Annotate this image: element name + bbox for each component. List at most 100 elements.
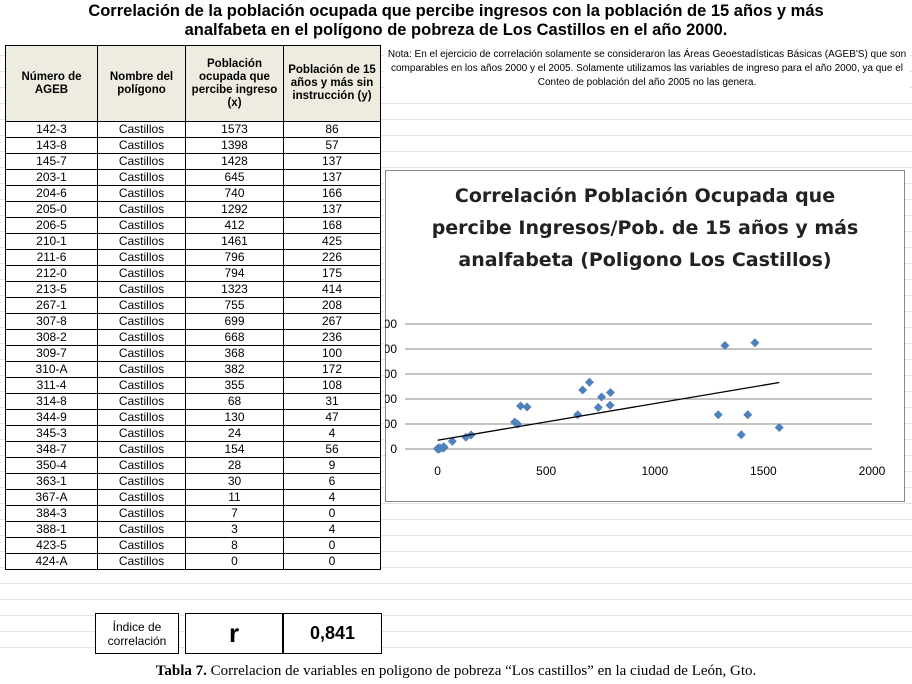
table-cell: 100 — [283, 345, 381, 362]
table-cell: Castillos — [97, 537, 186, 554]
table-cell: 137 — [283, 153, 381, 170]
table-cell: 4 — [283, 489, 381, 506]
table-cell: 267 — [283, 313, 381, 330]
table-cell: Castillos — [97, 361, 186, 378]
table-cell: 137 — [283, 169, 381, 186]
table-cell: 213-5 — [5, 281, 98, 298]
table-cell: 0 — [283, 537, 381, 554]
table-cell: 384-3 — [5, 505, 98, 522]
y-tick-label: 300 — [385, 367, 397, 381]
table-cell: 1428 — [185, 153, 284, 170]
table-row: 204-6 Castillos 740 166 — [5, 185, 381, 202]
table-cell: 6 — [283, 473, 381, 490]
column-header: Número de AGEB — [5, 45, 98, 122]
table-row: 388-1 Castillos 3 4 — [5, 521, 381, 538]
data-point — [736, 430, 746, 440]
table-cell: 108 — [283, 377, 381, 394]
table-cell: 1461 — [185, 233, 284, 250]
table-cell: 86 — [283, 121, 381, 138]
table-row: 307-8 Castillos 699 267 — [5, 313, 381, 330]
table-cell: 367-A — [5, 489, 98, 506]
table-cell: Castillos — [97, 265, 186, 282]
table-row: 205-0 Castillos 1292 137 — [5, 201, 381, 218]
table-cell: 154 — [185, 441, 284, 458]
table-cell: 47 — [283, 409, 381, 426]
table-row: 384-3 Castillos 7 0 — [5, 505, 381, 522]
data-point — [713, 410, 723, 420]
table-cell: 30 — [185, 473, 284, 490]
table-cell: 348-7 — [5, 441, 98, 458]
table-row: 206-5 Castillos 412 168 — [5, 217, 381, 234]
y-tick-label: 500 — [385, 317, 397, 331]
table-cell: 172 — [283, 361, 381, 378]
footer-symbol: r — [185, 613, 283, 654]
data-point — [593, 403, 603, 412]
table-cell: 142-3 — [5, 121, 98, 138]
table-cell: Castillos — [97, 473, 186, 490]
title: Correlación de la población ocupada que … — [88, 2, 824, 20]
chart-title: Correlación Población Ocupada que percib… — [431, 185, 859, 271]
data-point — [516, 401, 526, 411]
caption-label: Tabla 7. — [155, 663, 207, 679]
x-tick-label: 1000 — [641, 464, 668, 478]
table-cell: 344-9 — [5, 409, 98, 426]
data-point — [597, 392, 607, 402]
table-cell: 168 — [283, 217, 381, 234]
caption: Tabla 7. Correlacion de variables en pol… — [0, 663, 912, 680]
table-cell: Castillos — [97, 153, 186, 170]
table-cell: Castillos — [97, 121, 186, 138]
data-point — [584, 377, 594, 387]
table-cell: 8 — [185, 537, 284, 554]
table-cell: 0 — [283, 505, 381, 522]
data-point — [510, 417, 520, 427]
table-cell: 350-4 — [5, 457, 98, 474]
x-tick-label: 2000 — [859, 464, 886, 478]
table-cell: 226 — [283, 249, 381, 266]
column-header: Población de 15 años y más sin instrucci… — [283, 45, 381, 122]
table-row: 424-A Castillos 0 0 — [5, 553, 381, 570]
table-cell: Castillos — [97, 489, 186, 506]
table-cell: Castillos — [97, 393, 186, 410]
table-cell: 668 — [185, 329, 284, 346]
note: Nota: En el ejercicio de correlación sol… — [384, 48, 910, 90]
table-row: 311-4 Castillos 355 108 — [5, 377, 381, 394]
footer-label: Índice de correlación — [95, 613, 179, 654]
table-cell: 424-A — [5, 553, 98, 570]
x-tick-label: 500 — [536, 464, 556, 478]
table-cell: 211-6 — [5, 249, 98, 266]
table-cell: 68 — [185, 393, 284, 410]
table-row: 203-1 Castillos 645 137 — [5, 169, 381, 186]
table-cell: 699 — [185, 313, 284, 330]
table-cell: 1323 — [185, 281, 284, 298]
table-row: 145-7 Castillos 1428 137 — [5, 153, 381, 170]
trendline — [437, 381, 780, 441]
x-tick-label: 0 — [434, 464, 441, 478]
table-cell: 145-7 — [5, 153, 98, 170]
table-cell: Castillos — [97, 553, 186, 570]
table-row: 348-7 Castillos 154 56 — [5, 441, 381, 458]
chart-frame — [385, 170, 905, 502]
table-cell: Castillos — [97, 425, 186, 442]
table-cell: 175 — [283, 265, 381, 282]
table-cell: 382 — [185, 361, 284, 378]
table-cell: Castillos — [97, 249, 186, 266]
table-cell: 310-A — [5, 361, 98, 378]
table-cell: 31 — [283, 393, 381, 410]
footer-value: 0,841 — [283, 613, 382, 654]
caption-text: Correlacion de variables en poligono de … — [210, 663, 757, 679]
table-cell: 143-8 — [5, 137, 98, 154]
table-cell: Castillos — [97, 457, 186, 474]
table-cell: Castillos — [97, 281, 186, 298]
data-point — [720, 341, 730, 350]
table-cell: 206-5 — [5, 217, 98, 234]
table-cell: Castillos — [97, 233, 186, 250]
table-cell: Castillos — [97, 377, 186, 394]
data-point — [447, 436, 457, 446]
table-cell: 794 — [185, 265, 284, 282]
table-row: 210-1 Castillos 1461 425 — [5, 233, 381, 250]
table-cell: 307-8 — [5, 313, 98, 330]
data-point — [578, 385, 588, 395]
table-cell: 267-1 — [5, 297, 98, 314]
y-tick-label: 200 — [385, 392, 397, 406]
